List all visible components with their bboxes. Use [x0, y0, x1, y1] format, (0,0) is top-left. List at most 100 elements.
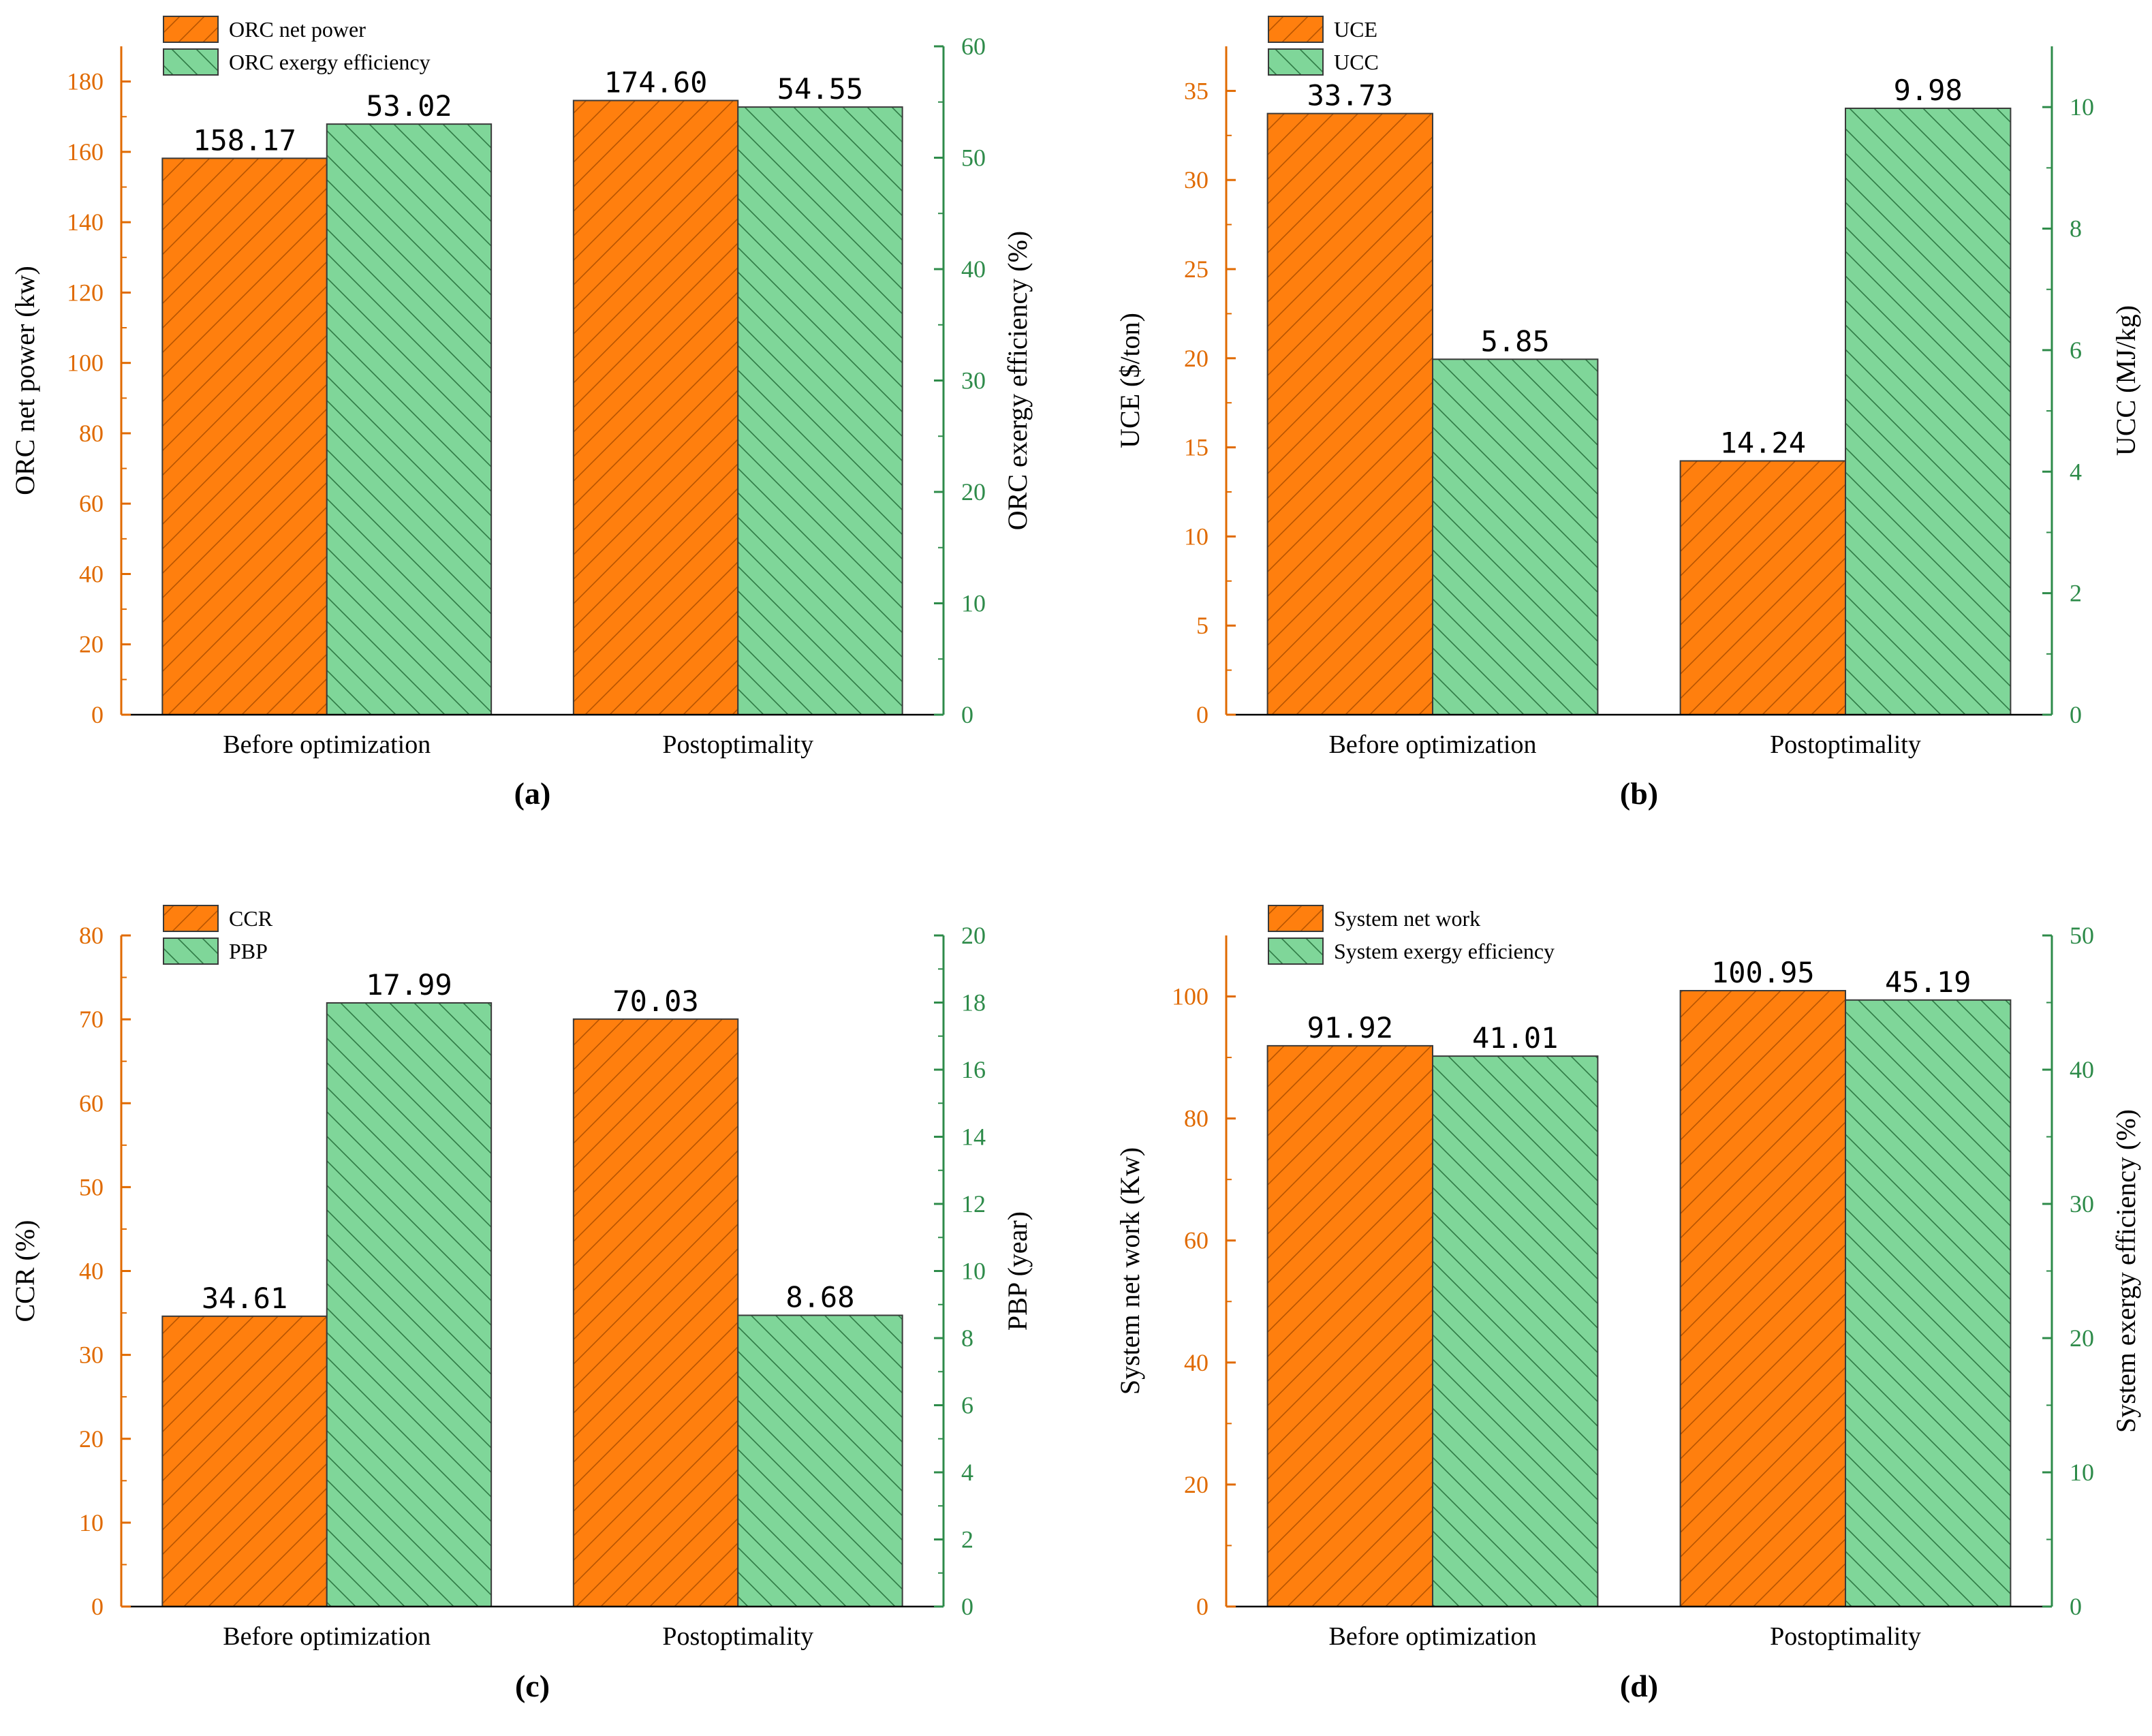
- legend-swatch: [1268, 16, 1324, 43]
- legend-entry: CCR: [229, 906, 273, 931]
- left-tick-label: 140: [67, 208, 104, 236]
- bar-right-series: [1845, 107, 2012, 715]
- legend-entry: ORC exergy efficiency: [229, 50, 431, 74]
- bar-right-series: [1432, 1055, 1599, 1607]
- category-label: Postoptimality: [662, 730, 813, 759]
- bar-left-series: [1266, 112, 1433, 715]
- chart-panel: 158.17 53.02 Before optimization 174.60 54.5…: [10, 16, 1033, 811]
- data-label: 8.68: [785, 1281, 854, 1314]
- bar-right-series: [326, 123, 493, 716]
- bar-right-series: [326, 1002, 493, 1608]
- left-tick-label: 20: [1184, 1471, 1208, 1498]
- right-tick-label: 4: [961, 1459, 973, 1486]
- data-label: 54.55: [777, 72, 863, 106]
- data-label: 70.03: [612, 985, 698, 1018]
- bar-left-series: [1679, 460, 1847, 716]
- left-tick-label: 160: [67, 138, 104, 166]
- left-tick-label: 70: [79, 1006, 104, 1033]
- legend-entry: UCC: [1334, 50, 1379, 74]
- legend: ORC net power ORC exergy efficiency: [163, 16, 431, 76]
- right-tick-label: 6: [2070, 337, 2082, 364]
- left-tick-label: 40: [79, 560, 104, 587]
- bar-left-series: [1266, 1044, 1433, 1607]
- legend-swatch: [1268, 937, 1324, 965]
- legend-swatch: [163, 48, 219, 76]
- legend-entry: UCE: [1334, 17, 1377, 42]
- right-tick-label: 20: [961, 922, 986, 949]
- category-label: Before optimization: [223, 730, 431, 759]
- right-tick-label: 8: [961, 1324, 973, 1352]
- legend: UCE UCC: [1268, 16, 1379, 76]
- left-tick-label: 80: [79, 420, 104, 447]
- left-tick-label: 180: [67, 68, 104, 95]
- right-tick-label: 12: [961, 1190, 986, 1218]
- right-tick-label: 2: [961, 1526, 973, 1553]
- right-axis-title: System exergy efficiency (%): [2110, 1109, 2141, 1433]
- right-tick-label: 10: [2070, 93, 2094, 121]
- data-label: 5.85: [1481, 324, 1550, 358]
- left-tick-label: 100: [1172, 983, 1208, 1010]
- data-label: 34.61: [202, 1282, 287, 1315]
- left-axis-title: CCR (%): [10, 1220, 40, 1322]
- chart-panel: 91.92 41.01 Before optimization 100.95 45.19…: [1114, 905, 2141, 1703]
- category-label: Postoptimality: [1770, 730, 1921, 759]
- chart-panel: 33.73 5.85 Before optimization 14.24 9.98 Pos…: [1114, 16, 2141, 811]
- right-axis-title: ORC exergy efficiency (%): [1002, 231, 1033, 530]
- left-tick-label: 0: [91, 701, 104, 728]
- right-tick-label: 0: [961, 701, 973, 728]
- right-tick-label: 18: [961, 989, 986, 1017]
- left-tick-label: 5: [1196, 612, 1208, 639]
- right-tick-label: 2: [2070, 580, 2082, 607]
- data-label: 100.95: [1711, 956, 1815, 989]
- right-tick-label: 0: [961, 1593, 973, 1620]
- right-tick-label: 8: [2070, 215, 2082, 243]
- legend-swatch: [1268, 48, 1324, 76]
- right-tick-label: 4: [2070, 458, 2082, 485]
- legend-entry: PBP: [229, 939, 268, 963]
- left-tick-label: 25: [1184, 255, 1208, 283]
- left-tick-label: 50: [79, 1173, 104, 1200]
- left-tick-label: 30: [79, 1342, 104, 1369]
- legend-entry: System net work: [1334, 906, 1480, 931]
- left-tick-label: 80: [1184, 1105, 1208, 1132]
- right-tick-label: 50: [961, 144, 986, 172]
- panel-label: (a): [514, 776, 551, 811]
- legend-swatch: [163, 905, 219, 932]
- left-tick-label: 20: [1184, 345, 1208, 372]
- left-tick-label: 0: [1196, 701, 1208, 728]
- legend-swatch: [163, 937, 219, 965]
- right-tick-label: 40: [961, 255, 986, 283]
- left-tick-label: 10: [1184, 523, 1208, 550]
- bar-left-series: [161, 157, 328, 715]
- bar-right-series: [737, 1314, 903, 1607]
- bar-left-series: [1679, 990, 1847, 1608]
- category-label: Before optimization: [1329, 730, 1537, 759]
- data-label: 33.73: [1307, 79, 1393, 112]
- right-tick-label: 10: [2070, 1459, 2094, 1486]
- left-tick-label: 120: [67, 279, 104, 306]
- panel-label: (b): [1620, 776, 1658, 811]
- bar-right-series: [737, 106, 903, 716]
- bar-right-series: [1432, 358, 1599, 715]
- left-tick-label: 80: [79, 922, 104, 949]
- right-tick-label: 50: [2070, 922, 2094, 949]
- data-label: 91.92: [1307, 1011, 1393, 1044]
- right-tick-label: 16: [961, 1056, 986, 1083]
- left-tick-label: 100: [67, 350, 104, 377]
- left-tick-label: 40: [1184, 1349, 1208, 1376]
- bar-right-series: [1845, 999, 2012, 1607]
- left-tick-label: 60: [79, 490, 104, 517]
- left-tick-label: 10: [79, 1509, 104, 1536]
- right-tick-label: 40: [2070, 1056, 2094, 1083]
- category-label: Before optimization: [223, 1622, 431, 1651]
- right-tick-label: 10: [961, 1258, 986, 1285]
- right-tick-label: 30: [961, 367, 986, 394]
- right-tick-label: 20: [2070, 1324, 2094, 1352]
- left-tick-label: 60: [1184, 1227, 1208, 1254]
- panel-label: (d): [1620, 1669, 1658, 1703]
- data-label: 174.60: [604, 66, 708, 99]
- left-axis-title: ORC net power (kw): [10, 266, 40, 495]
- right-tick-label: 10: [961, 590, 986, 617]
- left-tick-label: 0: [1196, 1593, 1208, 1620]
- left-tick-label: 40: [79, 1258, 104, 1285]
